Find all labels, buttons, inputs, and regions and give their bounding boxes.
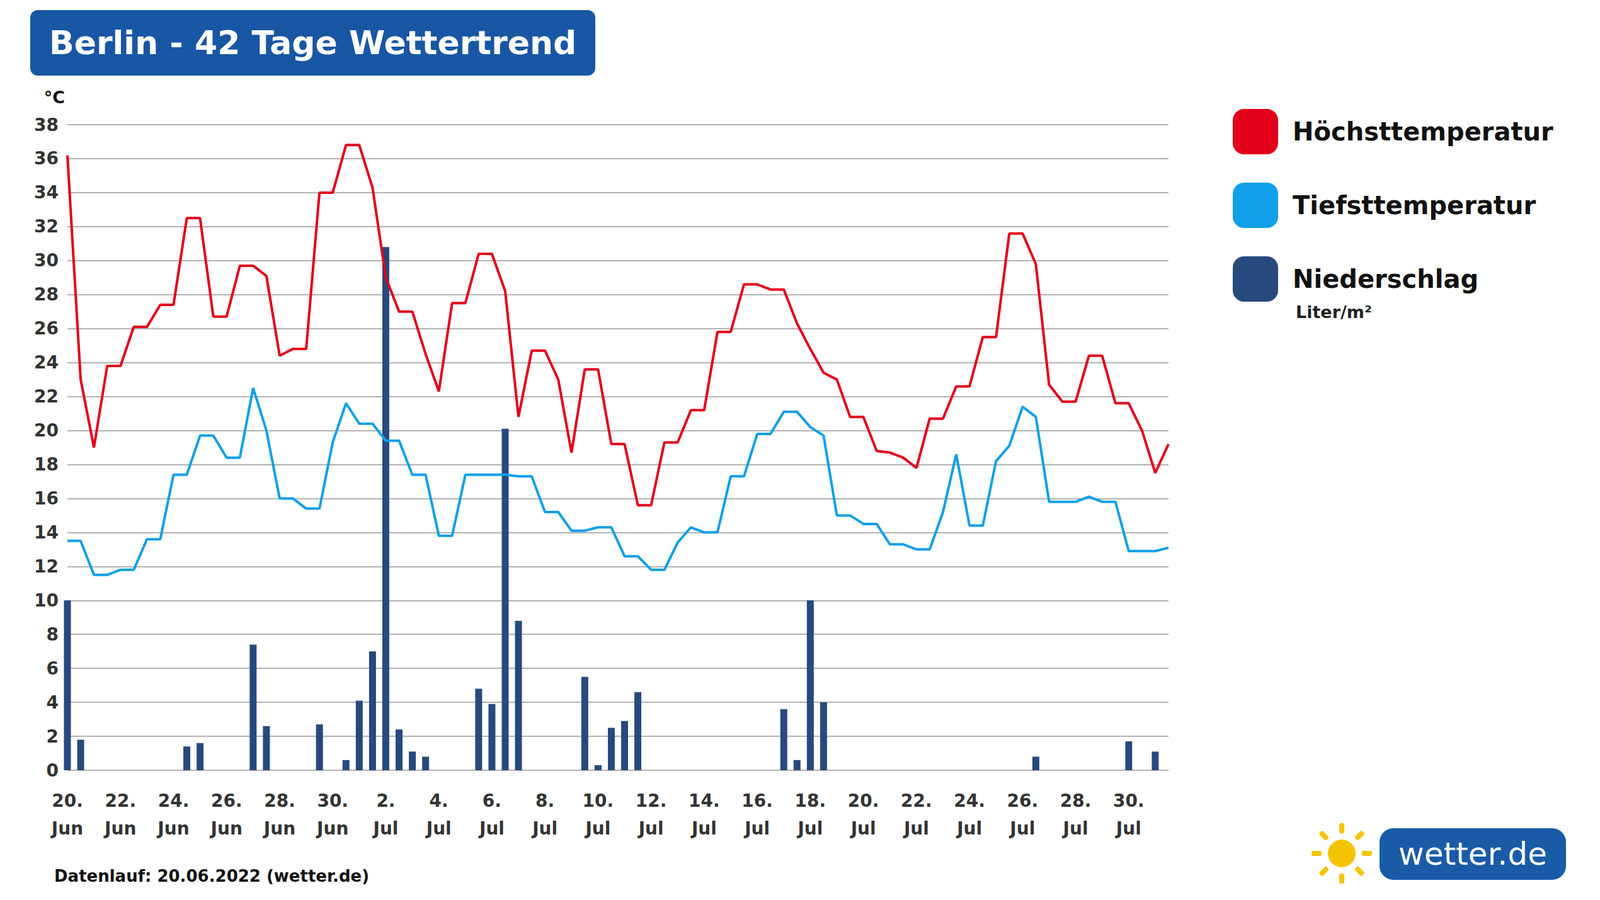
svg-text:20: 20 xyxy=(34,420,59,441)
html-text:Berlin - 42 Tage Wettertrend: Berlin - 42 Tage Wettertrend xyxy=(49,23,577,62)
svg-text:6.: 6. xyxy=(482,790,502,812)
svg-text:30.: 30. xyxy=(316,790,349,812)
svg-text:2: 2 xyxy=(46,726,59,748)
svg-text:36: 36 xyxy=(34,148,59,169)
svg-text:Jun: Jun xyxy=(103,818,137,840)
svg-text:24: 24 xyxy=(34,352,59,373)
svg-text:Jul: Jul xyxy=(1062,818,1089,840)
svg-text:Jul: Jul xyxy=(371,818,399,840)
svg-text:4: 4 xyxy=(46,692,59,714)
svg-text:Jul: Jul xyxy=(1114,818,1142,840)
svg-text:10: 10 xyxy=(34,590,59,612)
svg-text:Jul: Jul xyxy=(849,818,877,840)
svg-text:28.: 28. xyxy=(1060,790,1092,812)
svg-text:12.: 12. xyxy=(635,790,668,812)
svg-text:Tiefsttemperatur: Tiefsttemperatur xyxy=(1292,190,1536,220)
svg-text:Jun: Jun xyxy=(50,818,84,840)
svg-text:Jul: Jul xyxy=(478,818,505,840)
svg-text:38: 38 xyxy=(34,114,59,136)
svg-text:8: 8 xyxy=(46,624,59,646)
svg-text:6: 6 xyxy=(46,658,59,680)
svg-text:22.: 22. xyxy=(104,790,137,812)
svg-text:Jul: Jul xyxy=(743,818,770,840)
svg-text:Jul: Jul xyxy=(583,818,611,840)
svg-text:16: 16 xyxy=(34,488,59,509)
svg-text:26: 26 xyxy=(34,318,59,339)
svg-text:14.: 14. xyxy=(688,790,720,812)
html-text:Liter/m²: Liter/m² xyxy=(1295,302,1372,322)
svg-text:Jun: Jun xyxy=(209,818,243,840)
svg-text:Höchsttemperatur: Höchsttemperatur xyxy=(1292,117,1554,147)
svg-text:°C: °C xyxy=(44,87,65,108)
svg-text:30: 30 xyxy=(34,250,59,271)
svg-text:Jul: Jul xyxy=(796,818,823,840)
svg-text:Jul: Jul xyxy=(637,818,664,840)
svg-text:Jul: Jul xyxy=(531,818,558,840)
html-text:Datenlauf: 20.06.2022 (wetter.: Datenlauf: 20.06.2022 (wetter.de) xyxy=(54,866,370,886)
svg-text:18: 18 xyxy=(34,454,59,475)
svg-text:Jun: Jun xyxy=(156,818,189,840)
html-text:wetter.de: wetter.de xyxy=(1398,835,1548,873)
svg-text:16.: 16. xyxy=(741,790,773,812)
svg-text:22.: 22. xyxy=(900,790,933,812)
svg-text:32: 32 xyxy=(34,216,59,237)
svg-text:2.: 2. xyxy=(376,790,395,812)
svg-text:34: 34 xyxy=(34,182,59,203)
svg-text:Jul: Jul xyxy=(425,818,452,840)
svg-text:18.: 18. xyxy=(794,790,827,812)
svg-text:20.: 20. xyxy=(847,790,880,812)
svg-text:26.: 26. xyxy=(1007,790,1039,812)
svg-text:12: 12 xyxy=(34,556,59,578)
svg-text:26.: 26. xyxy=(211,790,243,812)
svg-text:24.: 24. xyxy=(158,790,190,812)
svg-text:14: 14 xyxy=(34,522,59,543)
svg-text:Jul: Jul xyxy=(690,818,717,840)
svg-text:30.: 30. xyxy=(1113,790,1145,812)
svg-text:4.: 4. xyxy=(429,790,449,812)
svg-text:22: 22 xyxy=(34,386,59,407)
svg-text:Jun: Jun xyxy=(315,818,349,840)
svg-text:20.: 20. xyxy=(51,790,84,812)
svg-text:Niederschlag: Niederschlag xyxy=(1292,264,1479,294)
svg-text:Jun: Jun xyxy=(262,818,296,840)
svg-text:0: 0 xyxy=(46,760,59,782)
svg-text:8.: 8. xyxy=(535,790,555,812)
svg-text:28.: 28. xyxy=(263,790,296,812)
svg-text:Jul: Jul xyxy=(1008,818,1035,840)
svg-text:Jul: Jul xyxy=(902,818,930,840)
svg-text:Jul: Jul xyxy=(955,818,983,840)
svg-text:28: 28 xyxy=(34,284,59,305)
svg-text:24.: 24. xyxy=(953,790,986,812)
svg-text:10.: 10. xyxy=(582,790,615,812)
